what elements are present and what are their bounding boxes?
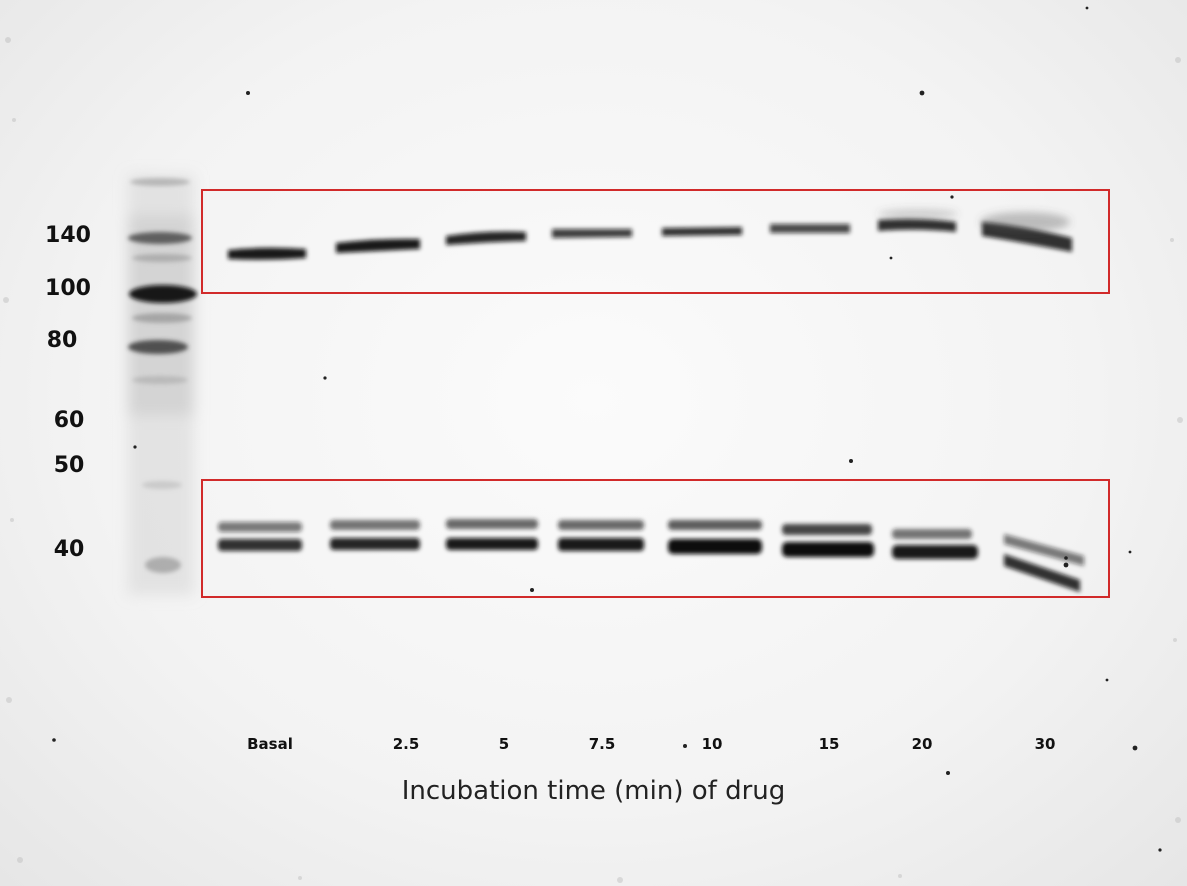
lower-bands-bottom <box>218 538 1080 592</box>
marker-label-100: 100 <box>45 276 91 301</box>
lane-label-10: 10 <box>701 735 723 753</box>
marker-label-140: 140 <box>45 223 91 248</box>
marker-label-80: 80 <box>46 328 78 353</box>
marker-label-40: 40 <box>53 537 85 562</box>
speckles <box>52 6 1162 852</box>
lane-label-basal: Basal <box>247 735 293 753</box>
ladder-bands <box>128 178 197 573</box>
x-axis-title: Incubation time (min) of drug <box>401 776 786 806</box>
marker-label-50: 50 <box>53 453 85 478</box>
lane-label-5: 5 <box>498 735 510 753</box>
lower-bands-top <box>218 519 1084 566</box>
upper-bands <box>228 218 1072 260</box>
lane-label-20: 20 <box>911 735 933 753</box>
lane-label-2-5: 2.5 <box>392 735 420 753</box>
highlight-box-lower <box>201 479 1110 598</box>
highlight-box-upper <box>201 189 1110 294</box>
edge-noise <box>3 37 1183 883</box>
lane-label-15: 15 <box>818 735 840 753</box>
lane-label-30: 30 <box>1034 735 1056 753</box>
lane-label-7-5: 7.5 <box>588 735 616 753</box>
upper-smear <box>878 209 1070 232</box>
marker-label-60: 60 <box>53 408 85 433</box>
